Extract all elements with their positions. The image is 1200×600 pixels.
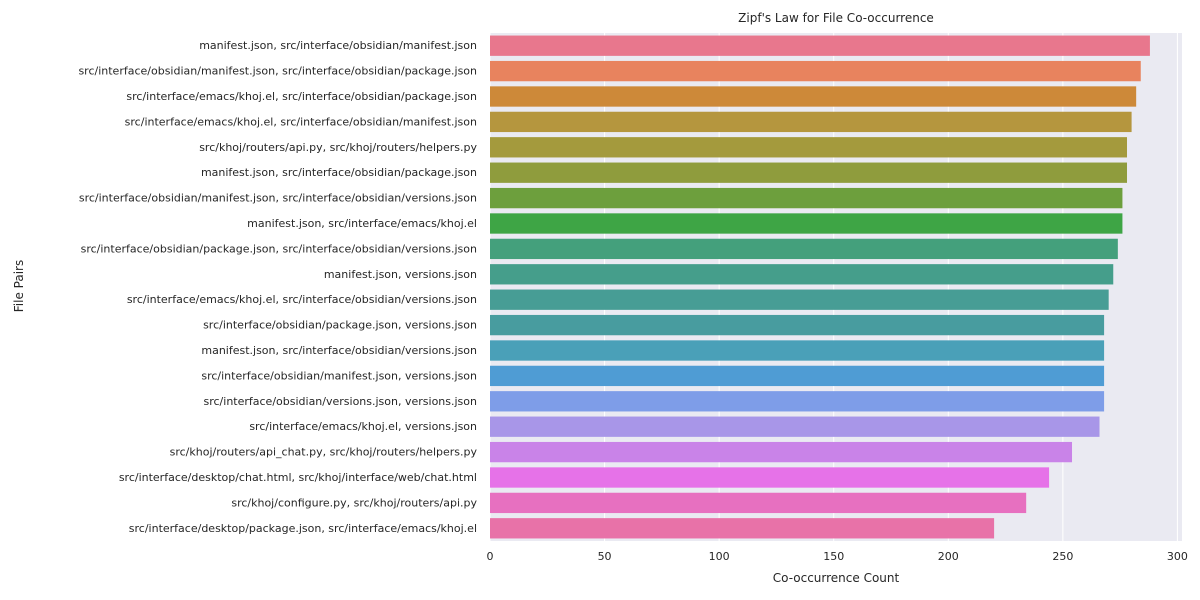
bar [490, 441, 1073, 463]
bar [490, 340, 1105, 361]
y-tick-label: src/interface/emacs/khoj.el, src/interfa… [126, 90, 477, 103]
y-axis-label: File Pairs [12, 259, 26, 313]
y-tick-label: manifest.json, src/interface/obsidian/ve… [201, 344, 477, 357]
bar [490, 111, 1132, 133]
bar [490, 264, 1114, 285]
y-tick-label: src/interface/desktop/package.json, src/… [129, 522, 477, 535]
bar [490, 137, 1128, 158]
y-tick-label: src/khoj/routers/api.py, src/khoj/router… [199, 141, 477, 154]
bar [490, 416, 1100, 437]
y-tick-label: manifest.json, src/interface/obsidian/pa… [201, 166, 477, 179]
y-tick-label: src/interface/obsidian/manifest.json, sr… [79, 192, 477, 205]
y-tick-label: src/interface/desktop/chat.html, src/kho… [119, 471, 477, 484]
bar [490, 314, 1105, 336]
y-tick-label: manifest.json, src/interface/obsidian/ma… [199, 39, 477, 52]
y-tick-label: manifest.json, src/interface/emacs/khoj.… [247, 217, 477, 230]
y-tick-label: src/interface/emacs/khoj.el, src/interfa… [125, 115, 477, 128]
x-axis-label: Co-occurrence Count [772, 571, 900, 585]
bar [490, 162, 1128, 183]
y-tick-label: manifest.json, versions.json [324, 268, 477, 281]
plot-background [490, 33, 1182, 541]
bar [490, 467, 1050, 488]
bar [490, 60, 1141, 82]
bar [490, 238, 1118, 260]
y-tick-label: src/interface/obsidian/manifest.json, sr… [78, 65, 477, 78]
bar [490, 35, 1150, 56]
bar [490, 187, 1123, 209]
x-tick-label: 50 [598, 550, 612, 563]
chart-title: Zipf's Law for File Co-occurrence [738, 11, 934, 25]
bar [490, 213, 1123, 234]
bar [490, 492, 1027, 514]
bar [490, 365, 1105, 387]
x-tick-label: 200 [938, 550, 959, 563]
y-tick-label: src/interface/obsidian/package.json, ver… [203, 319, 477, 332]
y-tick-label: src/khoj/configure.py, src/khoj/routers/… [231, 496, 477, 509]
y-tick-label: src/interface/emacs/khoj.el, src/interfa… [127, 293, 477, 306]
y-tick-label: src/interface/obsidian/package.json, src… [81, 242, 477, 255]
bar [490, 86, 1137, 107]
y-tick-label: src/interface/obsidian/versions.json, ve… [204, 395, 478, 408]
y-tick-label: src/interface/emacs/khoj.el, versions.js… [249, 420, 477, 433]
x-tick-label: 100 [709, 550, 730, 563]
x-tick-label: 150 [823, 550, 844, 563]
x-tick-label: 250 [1052, 550, 1073, 563]
x-tick-label: 0 [487, 550, 494, 563]
bar [490, 289, 1109, 310]
bar [490, 518, 995, 539]
bar [490, 391, 1105, 412]
x-tick-label: 300 [1167, 550, 1188, 563]
y-tick-label: src/khoj/routers/api_chat.py, src/khoj/r… [170, 446, 478, 459]
y-tick-label: src/interface/obsidian/manifest.json, ve… [201, 369, 477, 382]
